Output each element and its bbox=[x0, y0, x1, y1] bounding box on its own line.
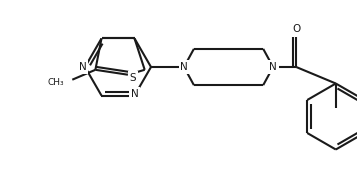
Text: N: N bbox=[269, 62, 277, 72]
Text: CH₃: CH₃ bbox=[47, 78, 64, 87]
Text: N: N bbox=[131, 89, 139, 99]
Text: N: N bbox=[180, 62, 188, 72]
Text: N: N bbox=[79, 62, 87, 72]
Text: S: S bbox=[130, 73, 136, 83]
Text: O: O bbox=[292, 24, 300, 34]
